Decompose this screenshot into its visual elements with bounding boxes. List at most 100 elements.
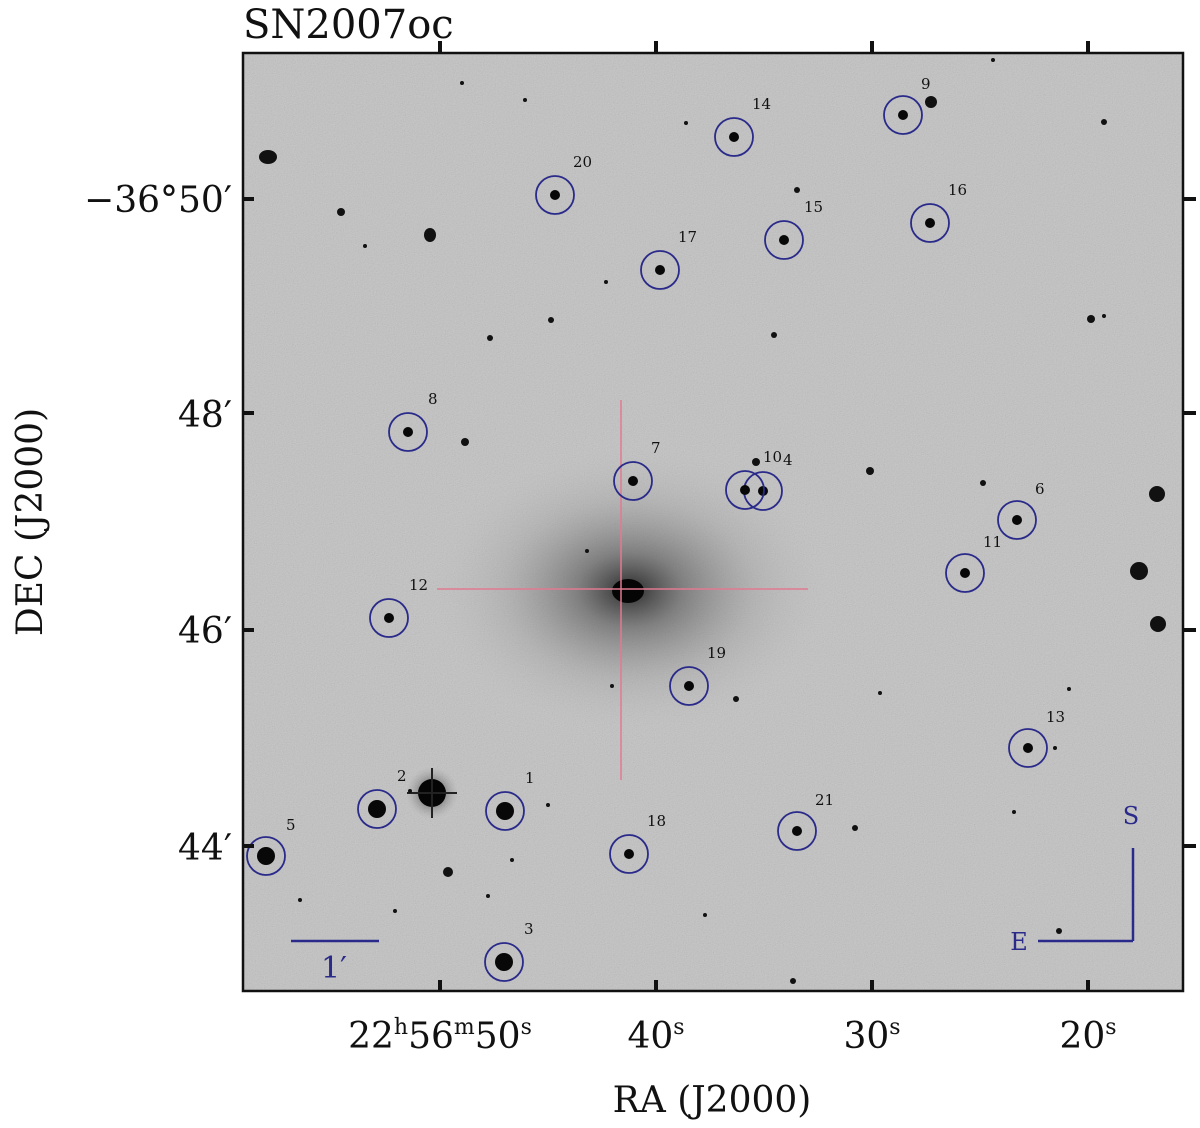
comparison-star-label: 20	[573, 153, 592, 171]
dec-tick-label-3: 44′	[178, 828, 232, 869]
comparison-star-label: 10	[763, 448, 782, 466]
field-star	[925, 96, 937, 108]
ra-tick-label-2: 30s	[843, 1015, 900, 1057]
comparison-star-label: 15	[804, 198, 823, 216]
field-star	[733, 696, 739, 702]
comparison-star-2: 2	[357, 767, 407, 829]
field-star	[771, 332, 777, 338]
comparison-star-label: 11	[983, 533, 1002, 551]
comparison-star-label: 18	[647, 812, 666, 830]
scale-bar: 1′	[291, 939, 379, 986]
comparison-star-13: 13	[1008, 708, 1065, 768]
field-star	[1012, 810, 1016, 814]
comparison-star-label: 14	[752, 95, 771, 113]
x-axis-label: RA (J2000)	[613, 1080, 812, 1121]
dec-tick-label-0: −36°50′	[84, 180, 232, 221]
axis-ticks	[243, 41, 1196, 991]
field-star	[585, 549, 589, 553]
comparison-star-label: 3	[524, 920, 534, 938]
scale-bar-label: 1′	[321, 951, 347, 986]
field-star	[460, 81, 464, 85]
comparison-star-label: 7	[651, 439, 661, 457]
comparison-star-20: 20	[535, 153, 592, 215]
comparison-star-10: 10	[725, 448, 782, 510]
comparison-star-16: 16	[910, 181, 967, 243]
comparison-star-3: 3	[484, 920, 534, 982]
comparison-star-11: 11	[945, 533, 1002, 593]
comparison-star-label: 6	[1035, 480, 1045, 498]
comparison-star-14: 14	[714, 95, 771, 157]
field-star	[604, 280, 608, 284]
comparison-star-label: 19	[707, 644, 726, 662]
y-axis-label: DEC (J2000)	[10, 408, 51, 636]
compass-east-label: E	[1010, 928, 1028, 956]
comparison-star-1: 1	[485, 769, 535, 831]
field-star	[684, 121, 688, 125]
comparison-star-17: 17	[640, 228, 697, 290]
dec-tick-label-2: 46′	[178, 611, 232, 652]
field-star	[443, 867, 453, 877]
ra-tick-label-0: 22h56m50s	[348, 1015, 532, 1057]
comparison-star-label: 1	[525, 769, 535, 787]
field-star	[337, 208, 345, 216]
dec-tick-labels: −36°50′ 48′ 46′ 44′	[84, 180, 232, 869]
comparison-star-9: 9	[883, 75, 931, 135]
field-star	[1130, 562, 1148, 580]
comparison-star-8: 8	[388, 390, 438, 452]
comparison-star-7: 7	[613, 439, 661, 501]
field-star	[610, 684, 614, 688]
comparison-star-21: 21	[777, 791, 834, 851]
field-star	[461, 438, 469, 446]
compass-north-label: S	[1123, 802, 1139, 830]
chart-title: SN2007oc	[243, 2, 454, 48]
comparison-star-18: 18	[609, 812, 666, 874]
comparison-star-label: 12	[409, 576, 428, 594]
comparison-star-12: 12	[369, 576, 428, 638]
comparison-star-label: 13	[1046, 708, 1065, 726]
field-star	[424, 228, 436, 242]
comparison-star-label: 4	[783, 451, 793, 469]
comparison-star-19: 19	[669, 644, 726, 706]
field-star	[408, 789, 412, 793]
comparison-star-label: 21	[815, 791, 834, 809]
bright-star-halos	[406, 767, 458, 819]
field-star	[1087, 315, 1095, 323]
field-star	[794, 187, 800, 193]
field-star	[487, 335, 493, 341]
ra-tick-labels: 22h56m50s 40s 30s 20s	[348, 1015, 1116, 1057]
comparison-star-label: 16	[948, 181, 967, 199]
field-star	[523, 98, 527, 102]
field-star	[790, 978, 796, 984]
ra-tick-label-3: 20s	[1059, 1015, 1116, 1057]
comparison-star-6: 6	[997, 480, 1045, 540]
field-star	[363, 244, 367, 248]
field-star	[878, 691, 882, 695]
field-star	[546, 803, 550, 807]
field-star	[1150, 616, 1166, 632]
field-star	[486, 894, 490, 898]
field-star	[1102, 314, 1106, 318]
field-star	[259, 150, 277, 164]
field-star	[1149, 486, 1165, 502]
field-star	[866, 467, 874, 475]
field-star	[991, 58, 995, 62]
field-star	[703, 913, 707, 917]
comparison-star-label: 5	[286, 816, 296, 834]
field-star	[510, 858, 514, 862]
comparison-star-15: 15	[764, 198, 823, 260]
field-star	[548, 317, 554, 323]
field-star	[1067, 687, 1071, 691]
ra-tick-label-1: 40s	[627, 1015, 684, 1057]
host-galaxy	[420, 440, 840, 740]
field-star	[1101, 119, 1107, 125]
comparison-star-label: 17	[678, 228, 697, 246]
supernova-crosshair	[437, 400, 808, 780]
field-star	[1053, 746, 1057, 750]
comparison-star-label: 9	[921, 75, 931, 93]
dec-tick-label-1: 48′	[178, 395, 232, 436]
field-star	[852, 825, 858, 831]
field-star	[980, 480, 986, 486]
field-star	[298, 898, 302, 902]
field-star	[393, 909, 397, 913]
